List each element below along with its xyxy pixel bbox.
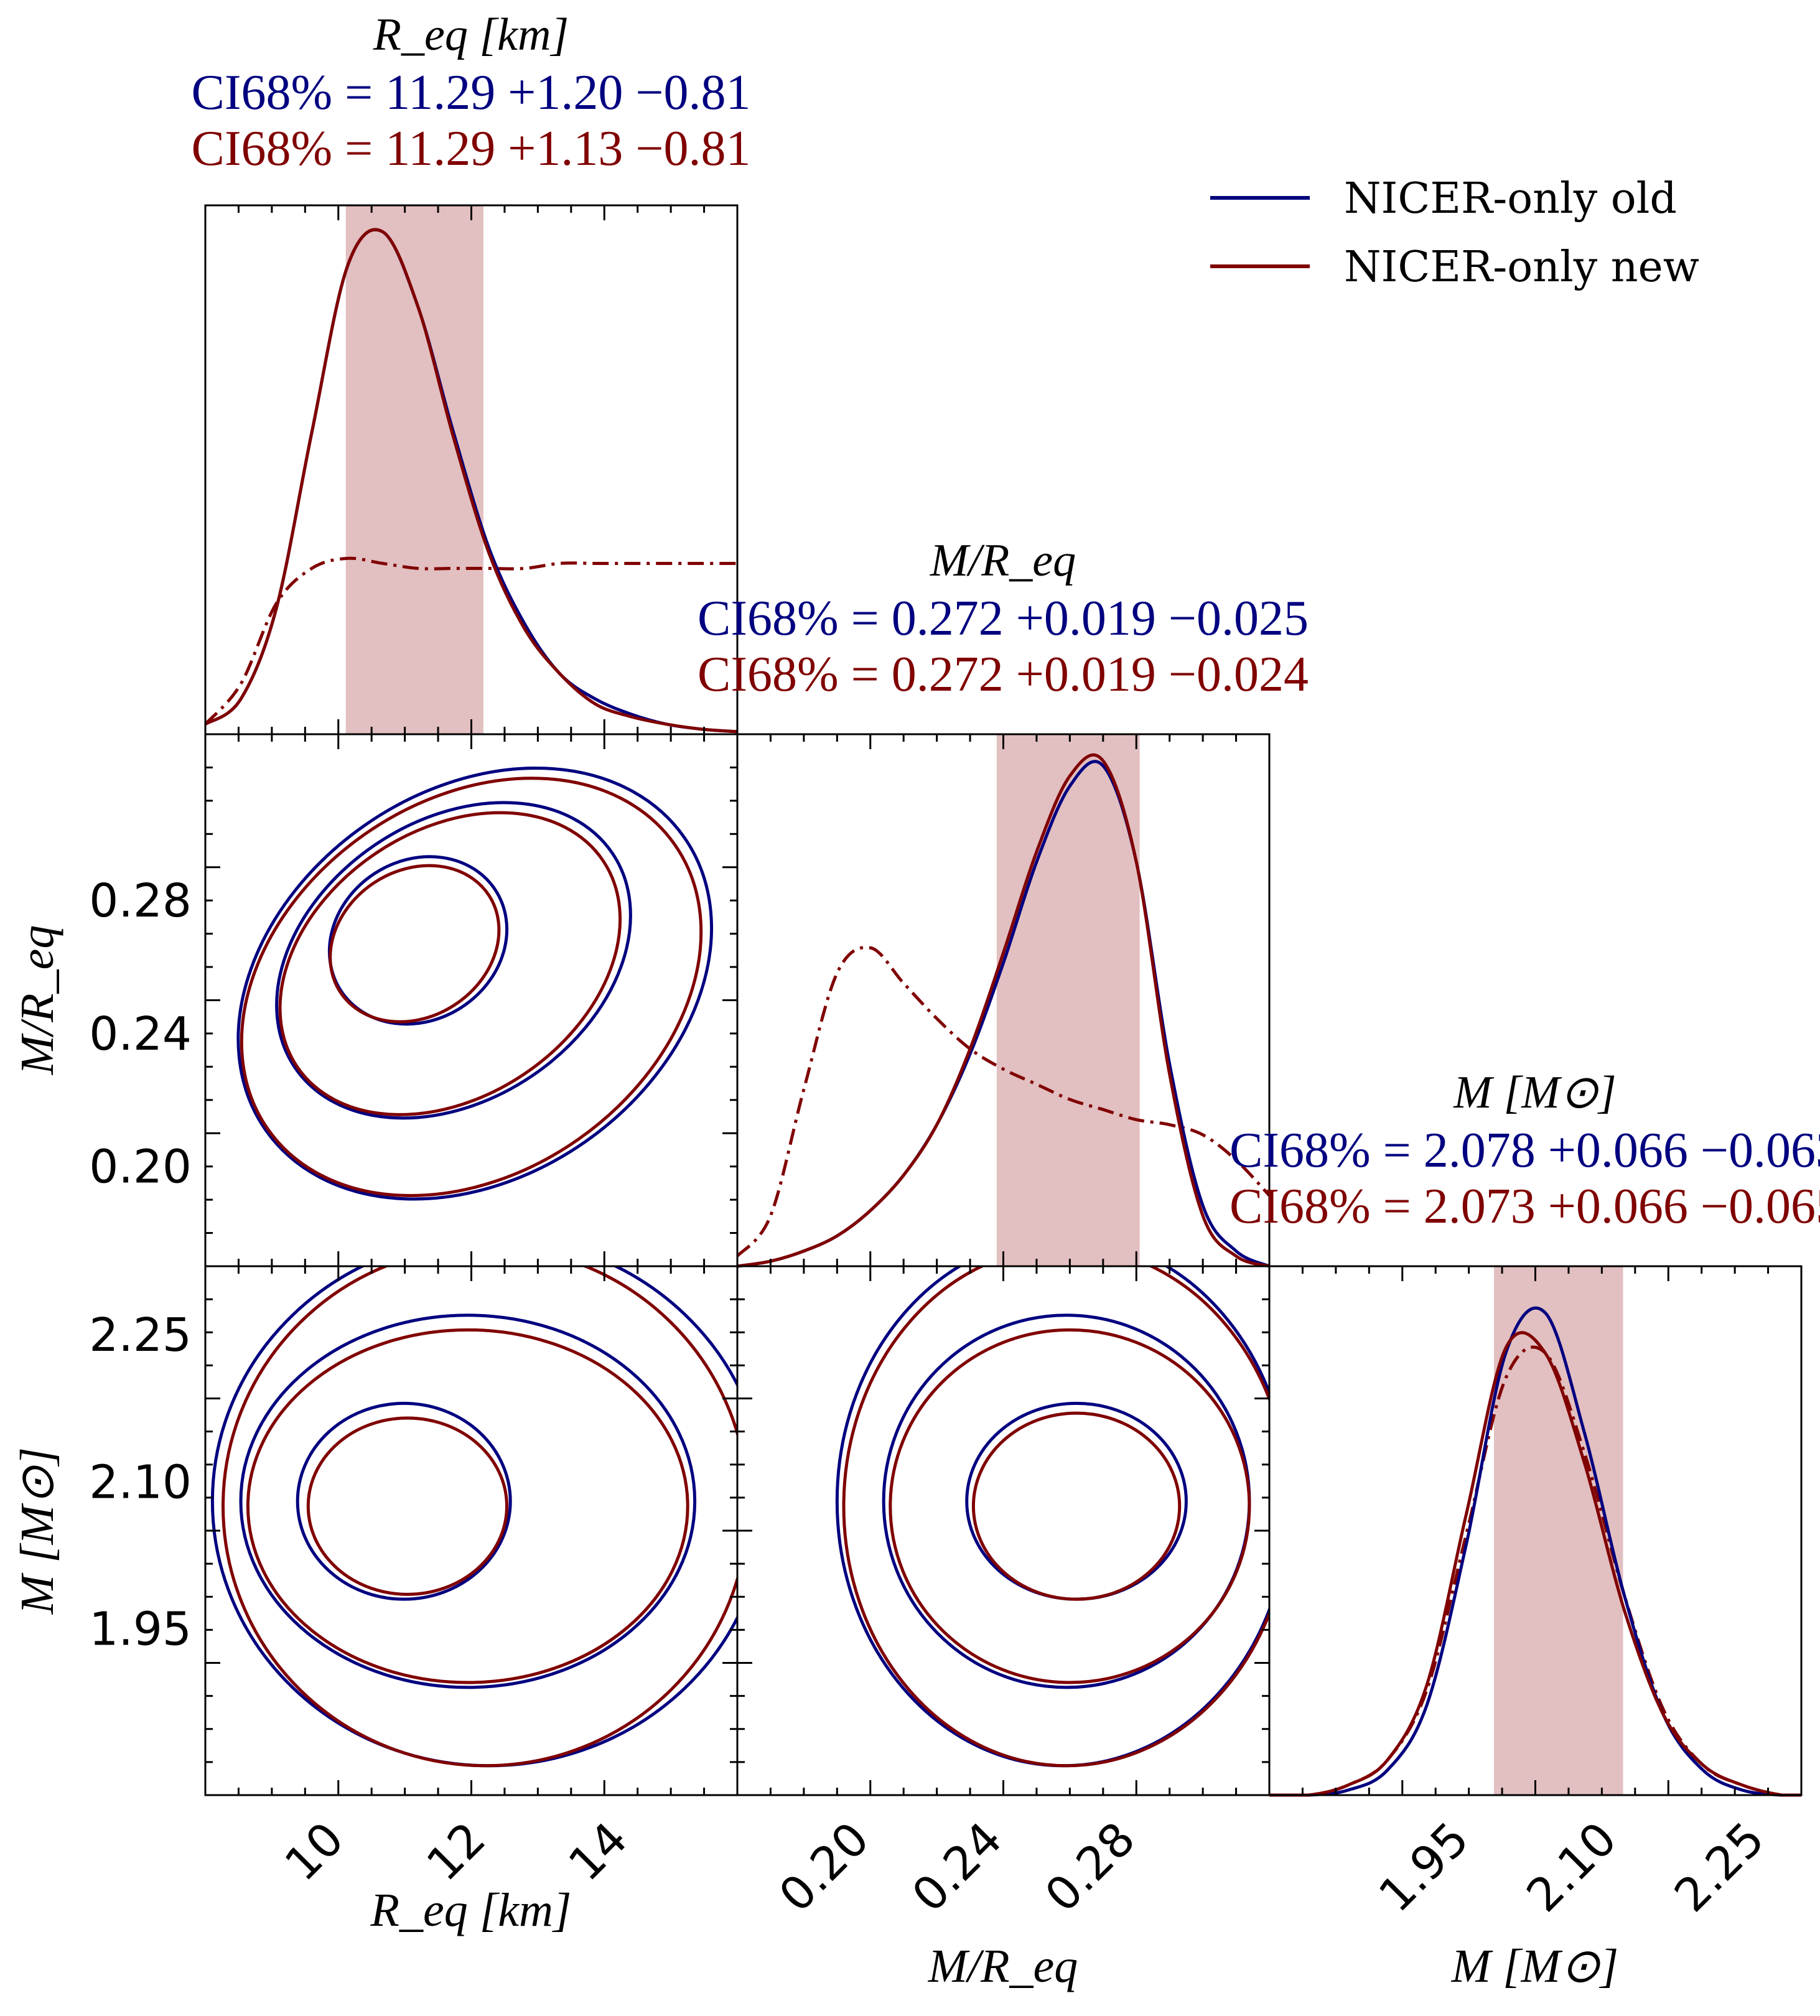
m_vs_req-new-contour-1 (306, 1416, 509, 1596)
x-axis-label-mr: M/R_eq (928, 1940, 1078, 1992)
y-axis-label-mr: M/R_eq (11, 925, 63, 1076)
marginal-new-mr (737, 753, 1270, 1268)
mr_vs_req-new-contour-2 (278, 811, 622, 1116)
title-ci-old-req: CI68% = 11.29 +1.20 −0.81 (191, 65, 750, 120)
x-tick-label-m: 2.25 (1664, 1812, 1775, 1922)
title-param-req: R_eq [km] (373, 9, 569, 60)
panels-layer (204, 205, 1801, 1797)
mr_vs_req-old-contour-3 (236, 767, 713, 1201)
y-tick-label-mr: 0.28 (89, 874, 192, 928)
panel-frame (204, 1265, 739, 1796)
x-tick-label-req: 12 (417, 1812, 496, 1891)
title-ci-new-m: CI68% = 2.073 +0.066 −0.065 (1230, 1179, 1820, 1234)
title-param-m: M [M⊙] (1453, 1067, 1616, 1118)
m_vs_mr-new-contour-1 (971, 1411, 1182, 1601)
y-tick-label-mr: 0.20 (89, 1141, 192, 1194)
y-tick-label-mr: 0.24 (89, 1007, 192, 1061)
panel-m-vs-mr (835, 1266, 1269, 1768)
title-ci-old-m: CI68% = 2.078 +0.066 −0.063 (1230, 1123, 1820, 1178)
x-tick-label-m: 2.10 (1516, 1812, 1626, 1922)
x-tick-label-req: 10 (275, 1812, 354, 1891)
title-param-mr: M/R_eq (930, 535, 1076, 586)
x-tick-label-mr: 0.24 (902, 1812, 1012, 1922)
x-tick-label-m: 1.95 (1369, 1812, 1479, 1922)
panel-m-vs-req (211, 1266, 737, 1768)
ci68-band-mr (996, 734, 1140, 1266)
m_vs_req-new-contour-2 (246, 1328, 689, 1684)
y-tick-label-m: 1.95 (89, 1602, 192, 1656)
mr_vs_req-new-contour-1 (329, 864, 501, 1024)
x-axis-label-req: R_eq [km] (370, 1884, 572, 1936)
m_vs_mr-new-contour-2 (889, 1328, 1251, 1684)
y-axis-label-m: M [M⊙] (11, 1447, 63, 1615)
x-tick-label-mr: 0.20 (769, 1812, 879, 1922)
x-tick-label-req: 14 (559, 1812, 638, 1891)
marginal-old-m (1269, 1306, 1801, 1797)
x-axis-label-m: M [M⊙] (1451, 1940, 1618, 1992)
marginal-new-req (204, 228, 738, 734)
x-tick-label-mr: 0.28 (1035, 1812, 1146, 1922)
mr_vs_req-new-contour-3 (240, 777, 703, 1197)
y-tick-label-m: 2.10 (89, 1455, 192, 1509)
m_vs_req-new-contour-3 (222, 1266, 737, 1768)
title-ci-old-mr: CI68% = 0.272 +0.019 −0.025 (698, 591, 1309, 646)
title-ci-new-mr: CI68% = 0.272 +0.019 −0.024 (698, 647, 1309, 702)
m_vs_req-old-contour-1 (296, 1401, 512, 1601)
text-layer: 10 12 14 0.20 0.24 0.28 1.95 2.10 2.250.200.240.… (11, 9, 1820, 1992)
m_vs_mr-new-contour-3 (842, 1266, 1269, 1768)
y-tick-label-m: 2.25 (89, 1309, 192, 1362)
m_vs_req-old-contour-2 (239, 1314, 697, 1689)
mr_vs_req-old-contour-2 (275, 801, 632, 1120)
marginal-new-m (1269, 1331, 1801, 1797)
title-ci-new-req: CI68% = 11.29 +1.13 −0.81 (191, 121, 750, 176)
axes-layer (204, 204, 1803, 1796)
panel-mr-vs-req (236, 767, 713, 1201)
legend-label-old: NICER-only old (1344, 174, 1677, 223)
legend-label-new: NICER-only new (1344, 243, 1699, 292)
panel-frame (736, 1265, 1271, 1796)
prior-curve-mr (736, 946, 1271, 1258)
